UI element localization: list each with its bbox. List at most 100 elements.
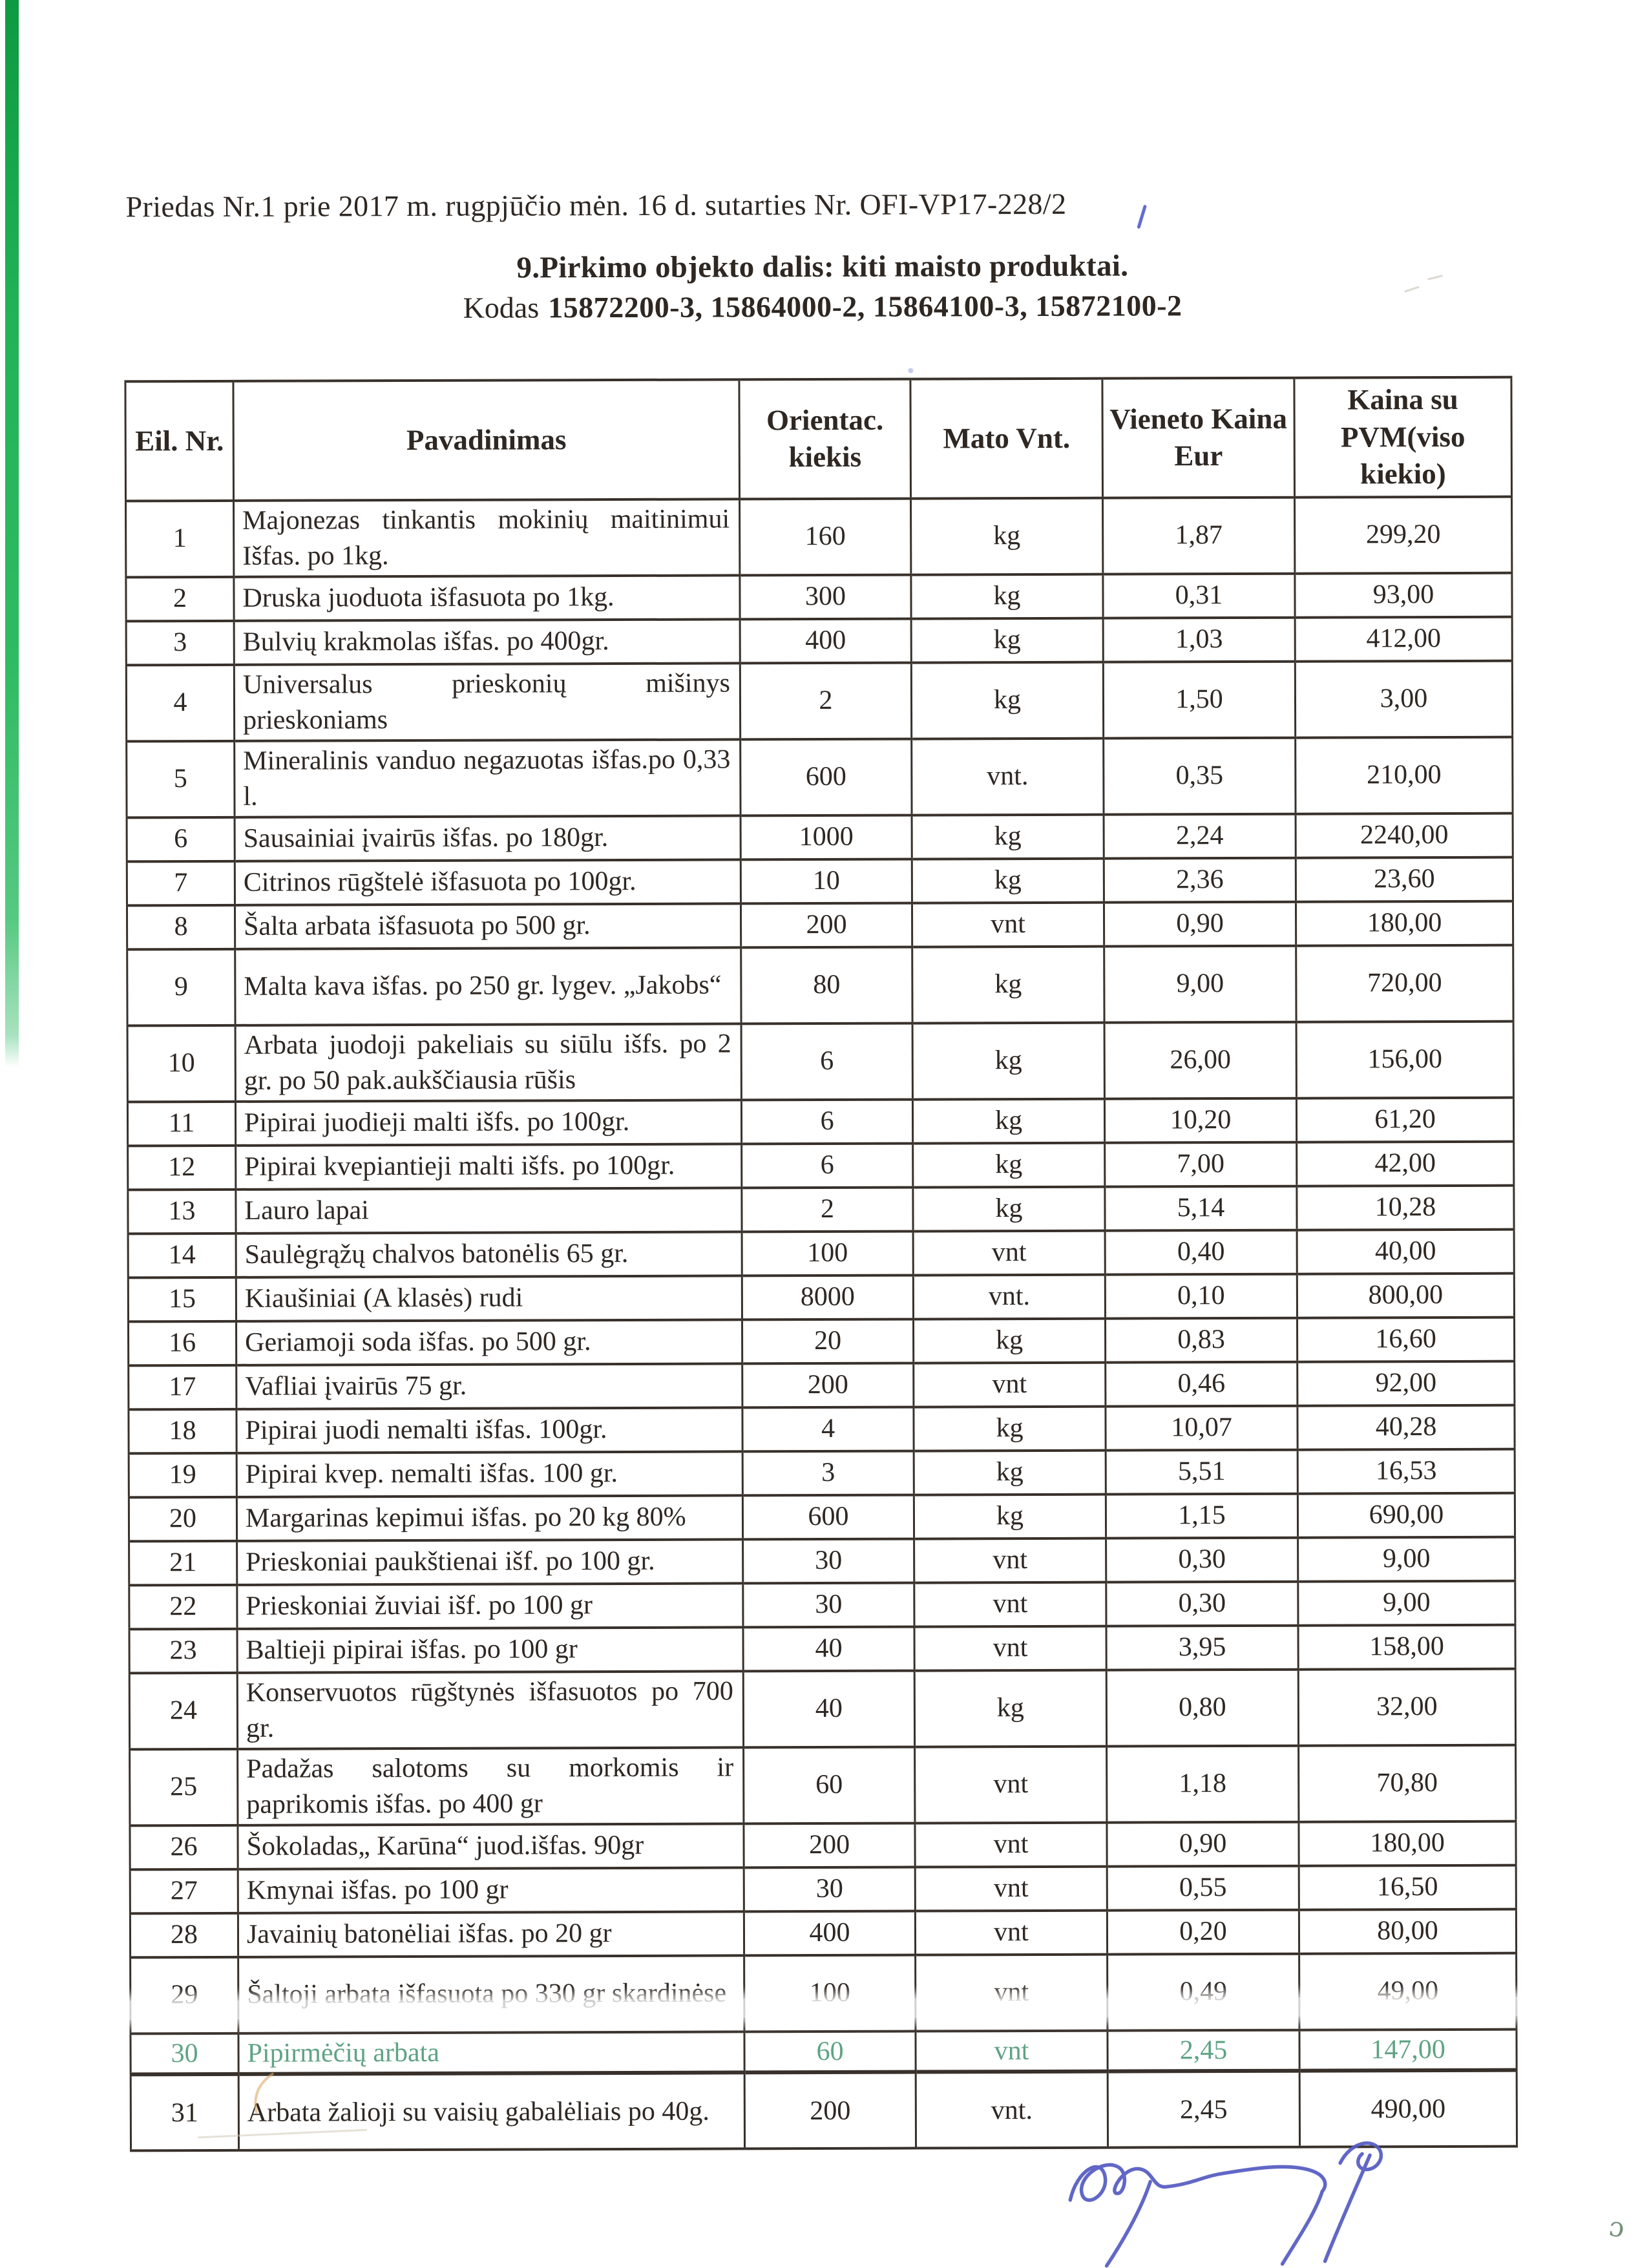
cell-qty: 3 xyxy=(742,1451,914,1496)
cell-qty: 80 xyxy=(740,947,913,1024)
cell-total: 2240,00 xyxy=(1296,813,1513,858)
cell-nr: 16 xyxy=(128,1321,236,1366)
cell-unit: vnt xyxy=(914,1822,1108,1867)
cell-price: 0,30 xyxy=(1106,1537,1298,1582)
cell-unit: vnt xyxy=(915,1866,1108,1911)
col-header-price: Vieneto Kaina Eur xyxy=(1102,377,1295,498)
cell-nr: 2 xyxy=(125,576,235,622)
table-row: 4 Universalus prieskonių mišinys prieskon… xyxy=(126,660,1513,742)
table-header-row: Eil. Nr. Pavadinimas Orientac. kiekis Ma… xyxy=(125,377,1512,501)
cell-name: Kmynai išfas. po 100 gr xyxy=(238,1867,744,1913)
cell-price: 0,35 xyxy=(1103,737,1296,815)
cell-total: 16,53 xyxy=(1297,1449,1515,1494)
cell-qty: 100 xyxy=(742,1231,914,1276)
table-row: 8 Šalta arbata išfasuota po 500 gr. 200 vnt… xyxy=(127,901,1513,950)
table-row: 1 Majonezas tinkantis mokinių maitinimui … xyxy=(125,496,1512,578)
cell-nr: 6 xyxy=(127,817,235,862)
cell-total: 690,00 xyxy=(1297,1493,1515,1538)
cell-total: 9,00 xyxy=(1297,1580,1515,1626)
cell-unit: vnt xyxy=(914,1746,1107,1823)
cell-nr: 23 xyxy=(129,1628,238,1674)
cell-name: Saulėgrąžų chalvos batonėlis 65 gr. xyxy=(236,1232,742,1277)
cell-nr: 22 xyxy=(129,1584,238,1630)
cell-nr: 10 xyxy=(127,1025,236,1102)
cell-name: Arbata žalioji su vaisių gabalėliais po … xyxy=(238,2072,745,2151)
cell-unit: vnt xyxy=(915,2030,1108,2072)
col-header-total: Kaina su PVM(viso kiekio) xyxy=(1294,377,1512,498)
cell-name: Bulvių krakmolas išfas. po 400gr. xyxy=(234,619,740,665)
cell-qty: 1000 xyxy=(740,815,912,860)
table-row: 12 Pipirai kvepiantieji malti išfs. po 10… xyxy=(127,1141,1514,1190)
cell-price: 9,00 xyxy=(1104,945,1297,1023)
cell-price: 1,87 xyxy=(1102,497,1295,574)
cell-unit: kg xyxy=(912,1142,1105,1188)
cell-qty: 300 xyxy=(739,574,912,620)
cell-qty: 100 xyxy=(744,1955,916,2032)
cell-qty: 4 xyxy=(742,1407,914,1452)
cell-qty: 200 xyxy=(742,1363,914,1408)
cell-price: 5,51 xyxy=(1106,1449,1298,1495)
cell-total: 70,80 xyxy=(1298,1745,1516,1822)
cell-unit: kg xyxy=(912,814,1104,859)
cell-price: 2,36 xyxy=(1104,857,1296,903)
cell-nr: 29 xyxy=(130,1957,238,2034)
cell-nr: 14 xyxy=(128,1233,236,1278)
cell-qty: 8000 xyxy=(742,1275,914,1320)
table-row: 27 Kmynai išfas. po 100 gr 30 vnt 0,55 16,50 xyxy=(130,1865,1517,1914)
table-row: 18 Pipirai juodi nemalti išfas. 100gr. 4 kg… xyxy=(128,1405,1515,1454)
cell-total: 156,00 xyxy=(1296,1021,1514,1098)
cell-name: Prieskoniai paukštienai išf. po 100 gr. xyxy=(236,1539,743,1585)
cell-total: 42,00 xyxy=(1296,1141,1514,1186)
cell-qty: 600 xyxy=(740,739,912,816)
table-row: 30 Pipirmėčių arbata 60 vnt 2,45 147,00 xyxy=(130,2029,1517,2075)
cell-nr: 24 xyxy=(129,1672,238,1750)
cell-total: 158,00 xyxy=(1297,1624,1516,1670)
cell-total: 147,00 xyxy=(1299,2029,1517,2072)
cell-name: Pipirmėčių arbata xyxy=(238,2032,745,2075)
cell-name: Padažas salotoms su morkomis ir paprikom… xyxy=(237,1747,744,1825)
cell-nr: 7 xyxy=(127,861,235,906)
cell-unit: kg xyxy=(910,498,1103,575)
cell-nr: 15 xyxy=(128,1277,236,1322)
cell-nr: 27 xyxy=(130,1869,238,1914)
cell-unit: vnt xyxy=(912,902,1104,947)
cell-unit: vnt xyxy=(914,1582,1106,1627)
table-row: 19 Pipirai kvep. nemalti išfas. 100 gr. 3 k… xyxy=(129,1449,1515,1498)
cell-qty: 400 xyxy=(744,1911,916,1956)
cell-total: 40,28 xyxy=(1297,1405,1515,1450)
cell-nr: 25 xyxy=(129,1748,238,1826)
cell-qty: 160 xyxy=(739,498,911,576)
cell-name: Druska juoduota išfasuota po 1kg. xyxy=(233,575,740,621)
cell-price: 2,24 xyxy=(1104,814,1296,859)
cell-total: 720,00 xyxy=(1296,945,1514,1022)
cell-name: Baltieji pipirai išfas. po 100 gr xyxy=(237,1627,744,1673)
cell-name: Malta kava išfas. po 250 gr. lygev. „Jak… xyxy=(235,947,742,1025)
cell-name: Lauro lapai xyxy=(235,1188,742,1234)
cell-qty: 2 xyxy=(741,1187,914,1232)
cell-name: Pipirai kvep. nemalti išfas. 100 gr. xyxy=(236,1451,743,1497)
cell-price: 1,50 xyxy=(1103,661,1296,739)
cell-qty: 6 xyxy=(741,1023,913,1100)
cell-price: 1,03 xyxy=(1103,617,1296,662)
cell-name: Arbata juodoji pakeliais su siūlu išfs. … xyxy=(235,1024,742,1102)
cell-nr: 26 xyxy=(129,1825,238,1870)
cell-unit: vnt xyxy=(914,1626,1107,1671)
cell-qty: 30 xyxy=(742,1582,914,1628)
cell-price: 0,30 xyxy=(1106,1581,1298,1626)
cell-qty: 6 xyxy=(741,1143,913,1188)
table-row: 7 Citrinos rūgštelė išfasuota po 100gr. 10… xyxy=(127,857,1513,906)
col-header-unit: Mato Vnt. xyxy=(910,378,1103,499)
signature-scribble-icon xyxy=(1068,2141,1383,2268)
cell-price: 0,46 xyxy=(1105,1361,1297,1407)
cell-name: Mineralinis vanduo negazuotas išfas.po 0… xyxy=(234,739,741,817)
table-row: 26 Šokoladas„ Karūna“ juod.išfas. 90gr 200… xyxy=(129,1821,1517,1870)
cell-qty: 60 xyxy=(743,1747,915,1824)
cell-name: Majonezas tinkantis mokinių maitinimui I… xyxy=(233,499,740,577)
cell-name: Sausainiai įvairūs išfas. po 180gr. xyxy=(235,815,741,861)
cell-total: 800,00 xyxy=(1297,1273,1515,1318)
col-header-nr: Eil. Nr. xyxy=(125,381,234,501)
cell-price: 0,49 xyxy=(1107,1953,1299,2031)
cell-total: 16,60 xyxy=(1297,1317,1515,1362)
cell-nr: 18 xyxy=(128,1409,237,1454)
